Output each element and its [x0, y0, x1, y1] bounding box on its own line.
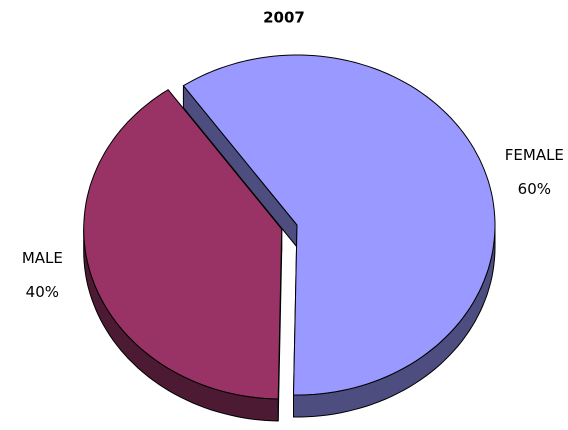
pie-slice — [83, 89, 283, 400]
chart-title: 2007 — [263, 9, 305, 27]
pie-slice — [182, 54, 496, 396]
category-label: MALE — [22, 249, 63, 267]
value-label: 60% — [518, 180, 551, 198]
value-label: 40% — [26, 283, 59, 301]
category-label: FEMALE — [505, 146, 564, 164]
